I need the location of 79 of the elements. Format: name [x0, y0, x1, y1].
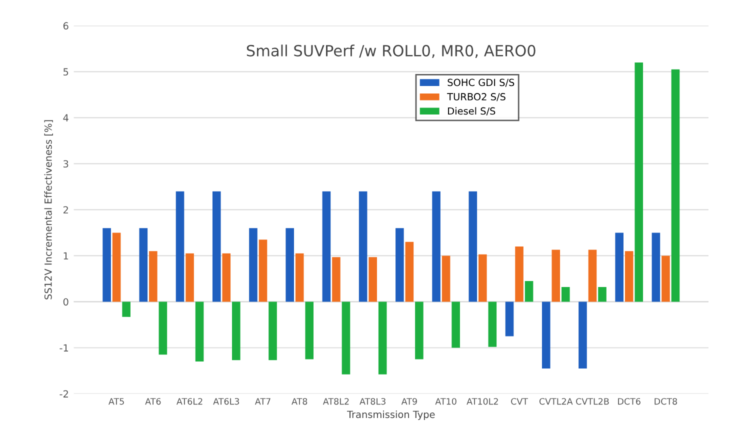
bar: [212, 191, 221, 302]
bar: [671, 69, 680, 302]
bar: [478, 254, 487, 302]
bar: [405, 242, 414, 302]
x-tick-label: CVTL2B: [576, 398, 609, 405]
bar: [598, 287, 606, 302]
x-axis-title: Transmission Type: [347, 410, 435, 420]
bar: [249, 228, 258, 302]
bar: [515, 246, 524, 302]
legend-label: Diesel S/S: [448, 107, 496, 116]
x-tick-label: AT6L2: [176, 398, 202, 405]
bar: [268, 302, 277, 360]
bar: [624, 251, 634, 302]
bar: [122, 302, 130, 317]
bar: [322, 191, 331, 302]
bar: [176, 191, 184, 302]
x-tick-label: AT6L3: [213, 398, 240, 405]
text: Small SUVPerf /w ROLL0, MR0, AERO0: [246, 44, 536, 58]
legend-label: TURBO2 S/S: [447, 93, 506, 102]
x-tick-label: AT8L3: [360, 398, 386, 405]
y-tick-label: 4: [63, 114, 68, 122]
y-tick-label: 3: [63, 160, 68, 168]
bar: [195, 302, 204, 362]
y-tick-label: -2: [60, 390, 68, 398]
bar: [342, 302, 350, 374]
bar: [552, 250, 560, 302]
bar: [634, 62, 644, 302]
bar: [258, 240, 268, 302]
bar: [588, 250, 597, 302]
bar: [615, 232, 624, 302]
bar: [112, 232, 121, 302]
y-tick-label: 0: [63, 298, 68, 306]
bar: [662, 256, 670, 302]
bar: [505, 302, 514, 336]
legend-label: SOHC GDI S/S: [448, 78, 514, 87]
bar: [149, 251, 158, 302]
x-tick-label: CVTL2A: [539, 398, 573, 405]
x-tick-label: AT8: [292, 398, 308, 405]
x-tick-label: AT6: [145, 398, 161, 405]
y-tick-label: 6: [63, 22, 68, 30]
x-tick-label: DCT6: [618, 398, 640, 405]
x-tick-label: CVT: [511, 398, 528, 405]
x-tick-label: AT9: [401, 398, 417, 405]
y-tick-label: 2: [63, 206, 68, 214]
bar: [442, 256, 450, 302]
bar: [158, 302, 168, 355]
bar: [652, 232, 660, 302]
bar: [139, 228, 148, 302]
x-tick-label: DCT8: [654, 398, 677, 405]
bar: [286, 228, 294, 302]
x-tick-label: AT10: [435, 398, 456, 405]
bar: [222, 253, 231, 302]
bar: [396, 228, 404, 302]
bar: [368, 257, 377, 302]
bar: [524, 281, 534, 302]
bar: [305, 302, 314, 360]
x-tick-label: AT8L2: [322, 398, 349, 405]
bar: [578, 302, 587, 368]
y-tick-label: 1: [64, 252, 68, 260]
bar: [102, 228, 111, 302]
bar: [488, 302, 497, 347]
bar: [295, 253, 304, 302]
bar: [452, 302, 460, 348]
bar: [358, 191, 368, 302]
y-axis-title: SS12V Incremental Effectiveness [%]: [44, 120, 53, 300]
bar: [562, 287, 570, 302]
y-tick-label: -1: [60, 344, 68, 352]
bar: [468, 191, 478, 302]
x-tick-label: AT7: [254, 398, 270, 405]
bar: [415, 302, 424, 360]
bar: [186, 253, 194, 302]
bar: [332, 257, 340, 302]
bar: [378, 302, 387, 374]
x-tick-label: AT5: [108, 398, 124, 405]
y-tick-label: 5: [64, 68, 68, 76]
bar: [432, 191, 440, 302]
bar: [542, 302, 550, 368]
bar: [232, 302, 240, 360]
x-tick-label: AT10L2: [466, 398, 498, 405]
